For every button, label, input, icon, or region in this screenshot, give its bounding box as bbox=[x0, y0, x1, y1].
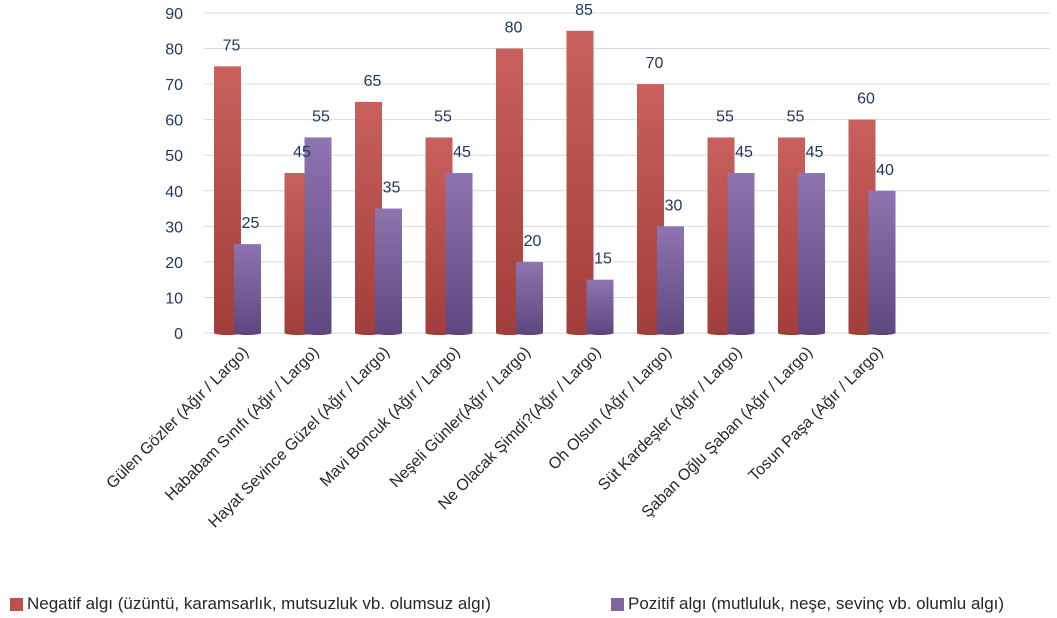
x-axis-ticks: Gülen Gözler (Ağır / Largo)Hababam Sınıf… bbox=[104, 344, 887, 531]
x-tick-label: Süt Kardeşler (Ağır / Largo) bbox=[595, 344, 745, 494]
x-tick-label: Gülen Gözler (Ağır / Largo) bbox=[104, 344, 252, 492]
bar-positive bbox=[657, 226, 684, 333]
y-tick-label: 10 bbox=[165, 290, 183, 307]
legend-item-negative: Negatif algı (üzüntü, karamsarlık, mutsu… bbox=[10, 594, 491, 614]
legend-swatch-positive bbox=[611, 597, 624, 611]
y-tick-label: 20 bbox=[165, 255, 183, 272]
bar-positive bbox=[727, 173, 755, 333]
data-label: 65 bbox=[364, 73, 382, 90]
data-label: 55 bbox=[716, 108, 734, 125]
x-tick-label: Mavi Boncuk (Ağır / Largo) bbox=[317, 344, 464, 491]
x-tick-label: Neşeli Günler(Ağır / Largo) bbox=[387, 344, 534, 491]
data-label: 25 bbox=[242, 215, 260, 232]
data-label: 45 bbox=[293, 144, 311, 161]
data-labels: 75 25 45 55 65 35 55 45 80 20 85 15 70 30 55 45 55 45 60 40 bbox=[223, 2, 894, 268]
bar-positive bbox=[586, 279, 614, 333]
x-tick-label: Tosun Paşa (Ağır / Largo) bbox=[746, 344, 887, 485]
y-tick-label: 60 bbox=[165, 113, 183, 130]
y-tick-label: 90 bbox=[165, 6, 183, 23]
data-label: 30 bbox=[665, 197, 683, 214]
data-label: 45 bbox=[806, 144, 824, 161]
data-label: 55 bbox=[434, 108, 452, 125]
bar-chart: 0 10 20 30 40 50 60 70 80 90 75 25 45 55 65 35 55 45 80 20… bbox=[104, 2, 1050, 531]
y-axis-ticks: 0 10 20 30 40 50 60 70 80 90 bbox=[165, 6, 183, 343]
data-label: 45 bbox=[453, 144, 471, 161]
legend-item-positive: Pozitif algı (mutluluk, neşe, sevinç vb.… bbox=[611, 594, 1004, 614]
data-label: 20 bbox=[524, 233, 542, 250]
y-tick-label: 0 bbox=[174, 326, 183, 343]
bar-positive bbox=[445, 173, 473, 333]
bar-positive bbox=[516, 261, 543, 333]
gridlines bbox=[204, 12, 1050, 334]
bar-positive bbox=[375, 208, 402, 333]
legend-label-positive: Pozitif algı (mutluluk, neşe, sevinç vb.… bbox=[628, 594, 1005, 613]
data-label: 60 bbox=[857, 91, 875, 108]
bars bbox=[214, 30, 896, 335]
y-tick-label: 80 bbox=[165, 42, 183, 59]
y-tick-label: 70 bbox=[165, 77, 183, 94]
legend-label-negative: Negatif algı (üzüntü, karamsarlık, mutsu… bbox=[27, 594, 491, 613]
y-tick-label: 30 bbox=[165, 219, 183, 236]
y-tick-label: 50 bbox=[165, 148, 183, 165]
data-label: 15 bbox=[594, 251, 612, 268]
legend-swatch-negative bbox=[10, 597, 23, 611]
data-label: 75 bbox=[223, 37, 241, 54]
data-label: 55 bbox=[787, 108, 805, 125]
bar-positive bbox=[798, 173, 825, 333]
x-tick-label: Oh Olsun (Ağır / Largo) bbox=[545, 344, 675, 474]
data-label: 80 bbox=[505, 20, 523, 37]
data-label: 35 bbox=[383, 180, 401, 197]
data-label: 55 bbox=[312, 108, 330, 125]
data-label: 40 bbox=[876, 162, 894, 179]
data-label: 85 bbox=[575, 2, 593, 19]
bar-positive bbox=[868, 190, 896, 333]
y-tick-label: 40 bbox=[165, 184, 183, 201]
bar-positive bbox=[234, 244, 261, 333]
data-label: 70 bbox=[646, 55, 664, 72]
x-tick-label: Hababam Sınıfı (Ağır / Largo) bbox=[162, 344, 322, 504]
data-label: 45 bbox=[735, 144, 753, 161]
bar-positive bbox=[304, 137, 332, 333]
